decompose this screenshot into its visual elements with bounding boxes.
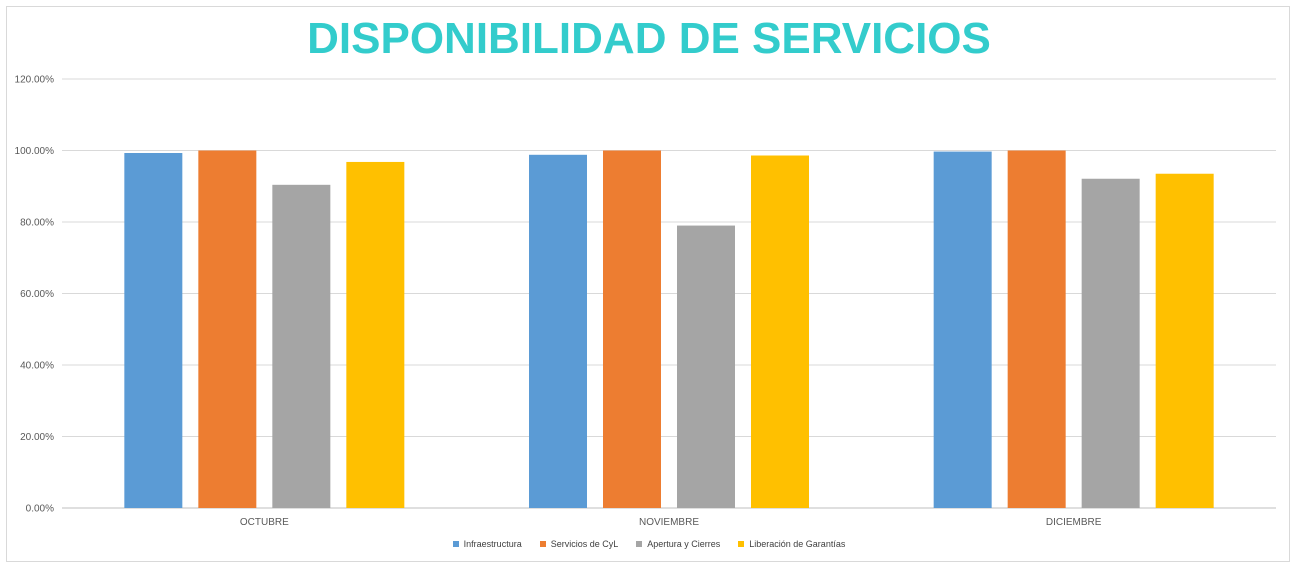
- bar: [933, 151, 992, 508]
- bar: [1155, 173, 1214, 509]
- bar: [677, 225, 735, 508]
- y-tick-label: 20.00%: [20, 432, 54, 443]
- bar: [529, 154, 587, 509]
- bar: [1081, 178, 1140, 508]
- bar: [751, 155, 809, 508]
- y-tick-label: 40.00%: [20, 361, 54, 372]
- legend-label: Apertura y Cierres: [647, 539, 721, 549]
- legend-item: Apertura y Cierres: [636, 539, 720, 549]
- legend-swatch: [539, 541, 546, 547]
- legend-item: Infraestructura: [452, 539, 522, 549]
- x-tick-label: OCTUBRE: [240, 517, 289, 528]
- legend-label: Liberación de Garantías: [749, 539, 846, 549]
- chart-title: DISPONIBILIDAD DE SERVICIOS: [307, 14, 991, 63]
- chart-legend: Infraestructura Servicios de CyL Apertura …: [0, 539, 1298, 549]
- bar: [272, 184, 331, 508]
- bar: [603, 150, 661, 508]
- legend-swatch: [636, 541, 643, 547]
- legend-item: Servicios de CyL: [539, 539, 619, 549]
- legend-swatch: [738, 541, 745, 547]
- y-tick-label: 80.00%: [20, 218, 54, 229]
- bar: [346, 161, 405, 508]
- bar: [198, 150, 257, 508]
- legend-label: Infraestructura: [463, 539, 522, 549]
- x-tick-label: NOVIEMBRE: [639, 517, 699, 528]
- y-tick-label: 100.00%: [15, 146, 55, 157]
- legend-swatch: [452, 541, 459, 547]
- y-tick-label: 120.00%: [15, 75, 55, 86]
- legend-item: Liberación de Garantías: [738, 539, 845, 549]
- x-tick-label: DICIEMBRE: [1046, 517, 1102, 528]
- legend-label: Servicios de CyL: [550, 539, 619, 549]
- bar: [124, 153, 183, 508]
- bar: [1007, 150, 1066, 508]
- y-tick-label: 0.00%: [26, 504, 54, 515]
- y-tick-label: 60.00%: [20, 289, 54, 300]
